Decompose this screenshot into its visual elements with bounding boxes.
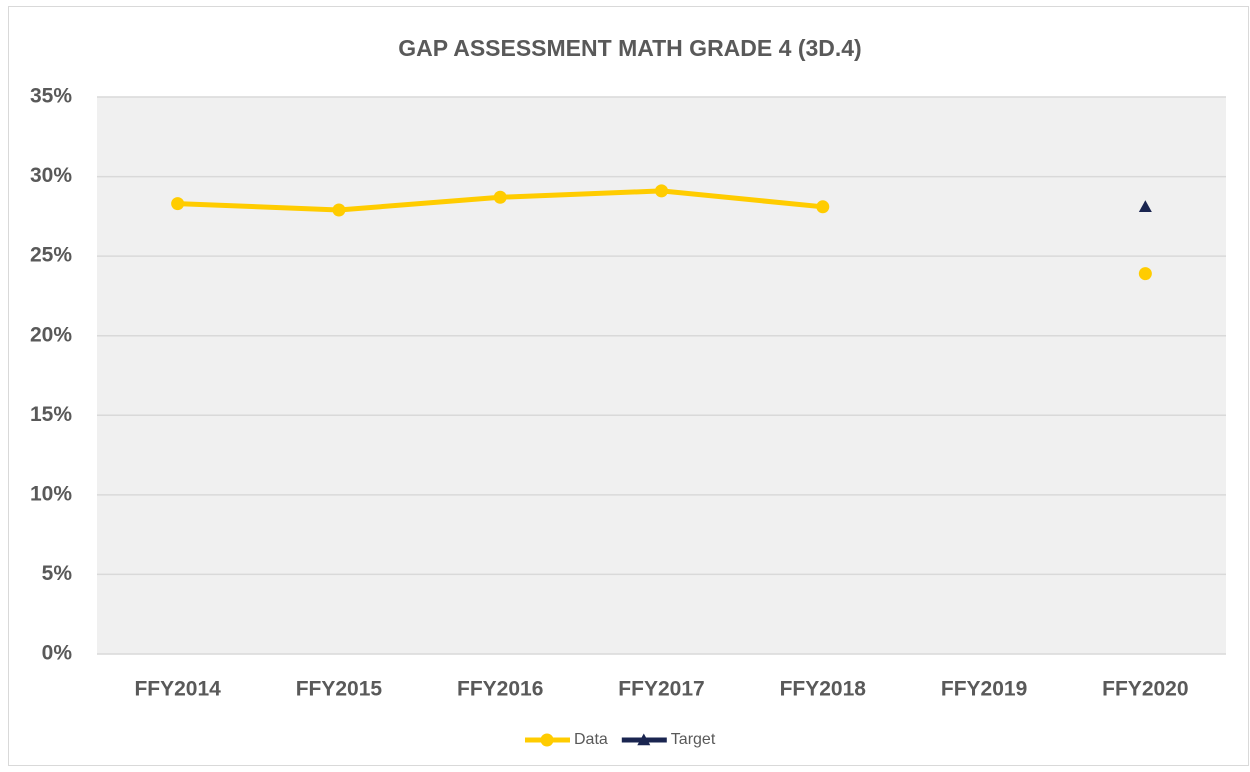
y-tick-label: 5%: [42, 562, 73, 585]
y-tick-label: 35%: [30, 85, 72, 108]
y-tick-label: 30%: [30, 164, 72, 187]
x-tick-label: FFY2018: [780, 678, 867, 701]
legend-marker: [637, 733, 651, 746]
x-tick-label: FFY2020: [1102, 678, 1188, 701]
x-tick-label: FFY2017: [618, 678, 704, 701]
data-point: [655, 184, 668, 198]
y-tick-label: 20%: [30, 323, 72, 346]
chart-title: GAP ASSESSMENT MATH GRADE 4 (3D.4): [398, 35, 861, 61]
y-tick-label: 0%: [42, 642, 73, 665]
data-point: [332, 203, 346, 217]
data-point: [1138, 200, 1152, 213]
y-tick-label: 25%: [30, 244, 72, 267]
x-tick-label: FFY2016: [457, 678, 543, 701]
data-point: [493, 190, 507, 204]
legend-marker: [540, 733, 554, 747]
data-point: [171, 197, 185, 211]
legend-label: Data: [574, 731, 608, 748]
x-tick-label: FFY2014: [134, 678, 221, 701]
y-tick-label: 10%: [30, 482, 72, 505]
x-tick-label: FFY2019: [941, 678, 1027, 701]
data-point: [1138, 267, 1152, 281]
data-point: [816, 200, 830, 214]
y-tick-label: 15%: [30, 403, 72, 426]
plot-area: [97, 97, 1226, 654]
legend-label: Target: [671, 731, 716, 748]
x-tick-label: FFY2015: [296, 678, 383, 701]
